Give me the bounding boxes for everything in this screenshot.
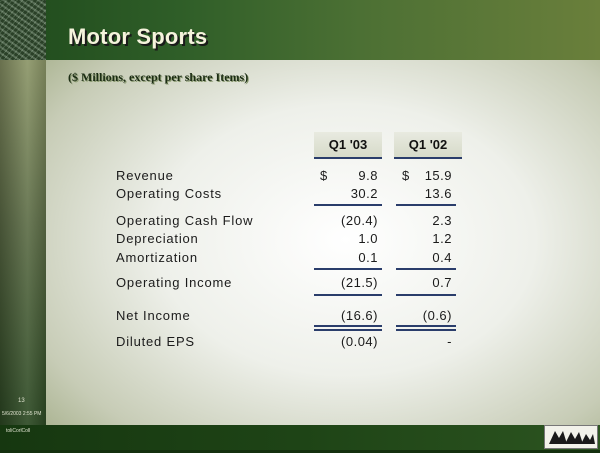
value-net-income-q1-02: (0.6) [422,308,452,323]
value-diluted-eps-q1-03: (0.04) [341,334,378,349]
value-amortization-q1-02: 0.4 [432,250,452,265]
row-label-operating-income: Operating Income [116,275,233,290]
column-header-q1-03: Q1 '03 [314,132,382,158]
slide-subtitle: ($ Millions, except per share Items) [68,70,249,84]
value-operating-costs-q1-03: 30.2 [350,186,378,201]
subtotal-rule [314,204,382,206]
slide-content-area [46,60,600,425]
value-operating-cash-flow-q1-02: 2.3 [432,213,452,228]
logo-mark-icon [549,431,595,444]
header-underline [394,157,462,159]
subtotal-rule [396,204,456,206]
row-label-diluted-eps: Diluted EPS [116,334,195,349]
corner-texture [0,0,46,60]
row-label-depreciation: Depreciation [116,231,199,246]
row-label-operating-cash-flow: Operating Cash Flow [116,213,254,228]
footer-text: toliCorlColl [6,428,31,434]
left-strip [0,60,46,425]
row-label-net-income: Net Income [116,308,191,323]
value-net-income-q1-03: (16.6) [341,308,378,323]
value-revenue-q1-02: 15.9 [424,168,452,183]
currency-symbol: $ [320,168,328,183]
timestamp: 5/6/2003 2:55 PM [2,411,42,417]
subtotal-rule [314,268,382,270]
slide-title: Motor Sports [68,24,208,49]
value-operating-cash-flow-q1-03: (20.4) [341,213,378,228]
double-rule-bottom [396,329,456,331]
double-rule-top [396,325,456,327]
value-operating-income-q1-02: 0.7 [432,275,452,290]
header-band [0,0,600,60]
value-operating-income-q1-03: (21.5) [341,275,378,290]
value-depreciation-q1-02: 1.2 [432,231,452,246]
value-operating-costs-q1-02: 13.6 [424,186,452,201]
value-revenue-q1-03: 9.8 [358,168,378,183]
value-diluted-eps-q1-02: - [447,334,452,349]
company-logo [544,425,598,449]
subtotal-rule [396,294,456,296]
subtotal-rule [396,268,456,270]
double-rule-bottom [314,329,382,331]
row-label-operating-costs: Operating Costs [116,186,222,201]
value-amortization-q1-03: 0.1 [358,250,378,265]
footer-band [0,425,600,450]
page-number: 13 [18,398,25,404]
value-depreciation-q1-03: 1.0 [358,231,378,246]
currency-symbol: $ [402,168,410,183]
subtotal-rule [314,294,382,296]
header-underline [314,157,382,159]
row-label-revenue: Revenue [116,168,174,183]
double-rule-top [314,325,382,327]
column-header-q1-02: Q1 '02 [394,132,462,158]
row-label-amortization: Amortization [116,250,198,265]
